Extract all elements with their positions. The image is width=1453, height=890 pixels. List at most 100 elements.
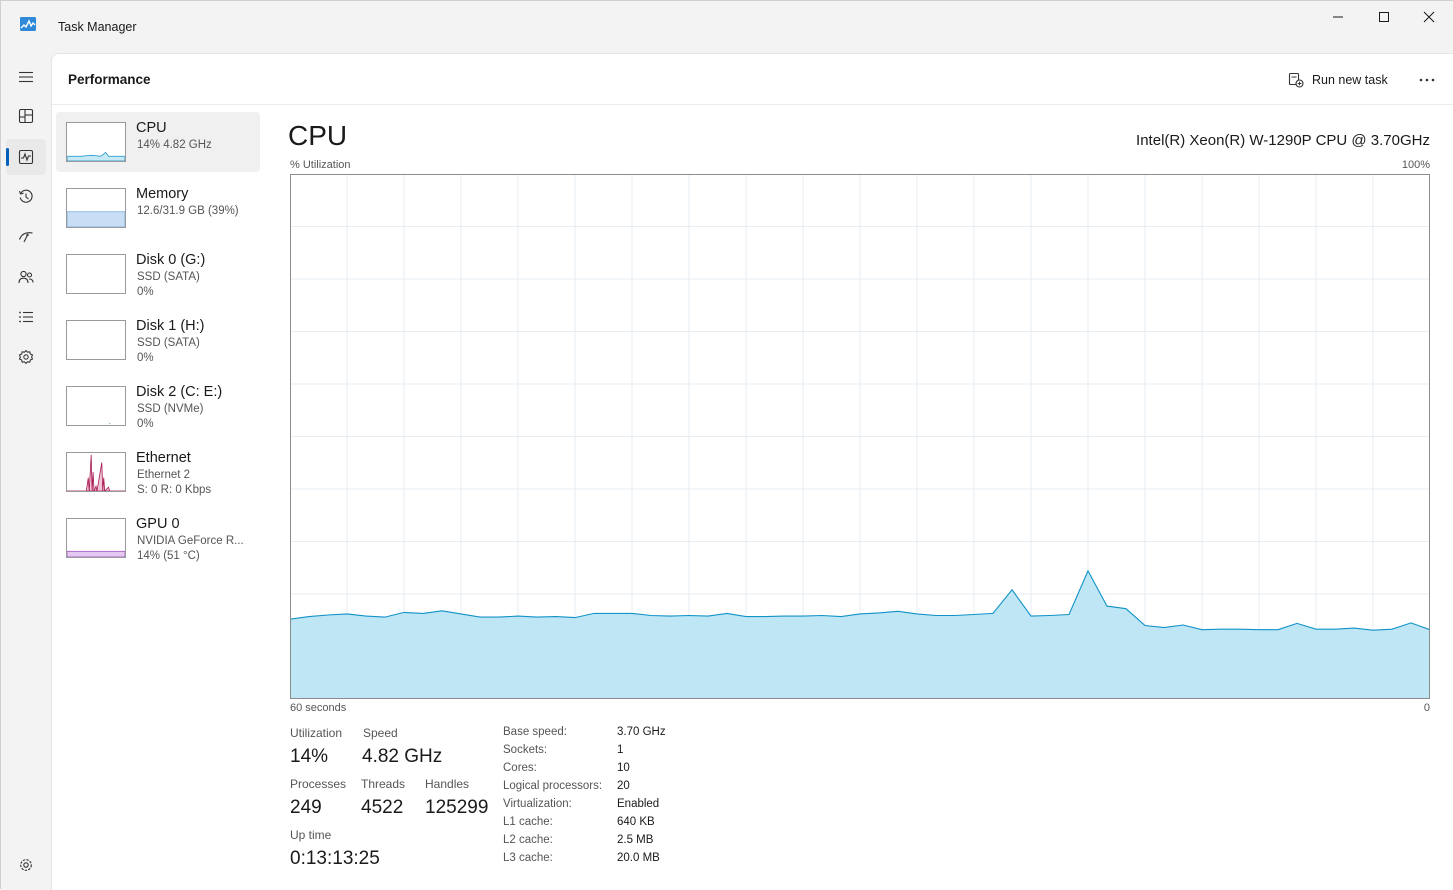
spec-virtualization-label: Virtualization:	[503, 798, 572, 810]
maximize-button[interactable]	[1361, 1, 1407, 33]
spec-l3-cache-label: L3 cache:	[503, 852, 553, 864]
device-item-memory[interactable]: Memory 12.6/31.9 GB (39%)	[56, 178, 260, 238]
page-title: Performance	[68, 72, 151, 87]
hamburger-menu-button[interactable]	[6, 59, 46, 95]
nav-processes[interactable]	[6, 98, 46, 134]
spec-l2-cache-value: 2.5 MB	[617, 834, 654, 846]
maximize-icon	[1379, 12, 1389, 22]
startup-apps-icon	[18, 232, 33, 243]
settings-icon	[20, 859, 32, 871]
run-new-task-icon	[1288, 72, 1304, 88]
cpu-thumbnail-graph	[66, 122, 126, 162]
active-nav-indicator	[6, 148, 9, 166]
header-divider	[52, 104, 1453, 105]
processes-value: 249	[290, 797, 322, 818]
nav-users[interactable]	[6, 259, 46, 295]
uptime-value: 0:13:13:25	[290, 848, 380, 869]
device-detail: 12.6/31.9 GB (39%)	[137, 205, 239, 217]
handles-label: Handles	[425, 777, 470, 791]
device-usage: 0%	[137, 352, 154, 364]
device-name: Disk 2 (C: E:)	[136, 384, 223, 400]
device-name: Memory	[136, 186, 189, 202]
navigation-pane	[1, 53, 51, 890]
speed-value: 4.82 GHz	[362, 746, 443, 767]
graph-y-max-label: 100%	[1401, 159, 1430, 171]
nav-details[interactable]	[6, 299, 46, 335]
device-item-disk-1[interactable]: Disk 1 (H:) SSD (SATA) 0%	[56, 310, 260, 370]
cpu-utilization-line	[290, 569, 1430, 631]
graph-x-right-label: 0	[1423, 702, 1430, 714]
spec-logical-processors-label: Logical processors:	[503, 780, 603, 792]
processes-label: Processes	[290, 777, 347, 791]
spec-sockets-label: Sockets:	[503, 744, 548, 756]
hamburger-icon	[19, 71, 33, 83]
device-item-gpu-0[interactable]: GPU 0 NVIDIA GeForce R... 14% (51 °C)	[56, 508, 260, 568]
graph-y-label: % Utilization	[290, 159, 351, 171]
utilization-value: 14%	[290, 746, 329, 767]
nav-services[interactable]	[6, 339, 46, 375]
spec-virtualization-value: Enabled	[617, 798, 660, 810]
spec-cores-label: Cores:	[503, 762, 537, 774]
gpu-model: NVIDIA GeForce R...	[137, 535, 244, 547]
app-history-icon	[18, 189, 33, 203]
task-manager-app-icon	[20, 17, 36, 31]
spec-l2-cache-label: L2 cache:	[503, 834, 553, 846]
device-name: Disk 0 (G:)	[136, 252, 206, 268]
device-name: CPU	[136, 120, 167, 136]
device-item-disk-0[interactable]: Disk 0 (G:) SSD (SATA) 0%	[56, 244, 260, 304]
device-detail: 14% 4.82 GHz	[137, 139, 212, 151]
memory-thumbnail-graph	[66, 188, 126, 228]
device-type: SSD (NVMe)	[137, 403, 204, 415]
spec-base-speed-value: 3.70 GHz	[617, 726, 666, 738]
device-type: SSD (SATA)	[137, 271, 200, 283]
close-icon	[1423, 11, 1435, 23]
device-usage: 0%	[137, 286, 154, 298]
handles-value: 125299	[425, 797, 489, 818]
processes-icon	[18, 108, 34, 124]
disk-2-thumbnail-graph	[66, 386, 126, 426]
users-icon	[18, 270, 34, 284]
run-new-task-label: Run new task	[1312, 73, 1388, 87]
nav-performance[interactable]	[6, 139, 46, 175]
more-options-button[interactable]	[1412, 68, 1442, 92]
graph-border	[290, 174, 1430, 699]
device-type: SSD (SATA)	[137, 337, 200, 349]
device-name: GPU 0	[136, 516, 180, 532]
threads-label: Threads	[361, 777, 406, 791]
disk-0-thumbnail-graph	[66, 254, 126, 294]
utilization-label: Utilization	[290, 726, 343, 740]
run-new-task-button[interactable]: Run new task	[1288, 68, 1388, 92]
more-options-icon	[1419, 78, 1435, 82]
device-item-disk-2[interactable]: Disk 2 (C: E:) SSD (NVMe) 0%	[56, 376, 260, 436]
performance-icon	[18, 149, 34, 165]
details-icon	[19, 311, 33, 323]
gpu-usage: 14% (51 °C)	[137, 550, 200, 562]
nav-settings[interactable]	[6, 847, 46, 883]
minimize-button[interactable]	[1315, 1, 1361, 33]
spec-l3-cache-value: 20.0 MB	[617, 852, 660, 864]
window-title: Task Manager	[58, 20, 137, 34]
spec-base-speed-label: Base speed:	[503, 726, 567, 738]
spec-logical-processors-value: 20	[617, 780, 630, 792]
spec-cores-value: 10	[617, 762, 630, 774]
cpu-utilization-graph	[290, 174, 1430, 699]
close-button[interactable]	[1406, 1, 1452, 33]
minimize-icon	[1333, 16, 1343, 18]
gpu-thumbnail-graph	[66, 518, 126, 558]
uptime-label: Up time	[290, 828, 332, 842]
device-item-ethernet[interactable]: Ethernet Ethernet 2 S: 0 R: 0 Kbps	[56, 442, 260, 502]
cpu-model-name: Intel(R) Xeon(R) W-1290P CPU @ 3.70GHz	[1136, 132, 1430, 149]
title-bar[interactable]: Task Manager	[1, 1, 1453, 53]
adapter-name: Ethernet 2	[137, 469, 191, 481]
graph-x-left-label: 60 seconds	[290, 702, 347, 714]
nav-app-history[interactable]	[6, 179, 46, 215]
ethernet-thumbnail-graph	[66, 452, 126, 492]
device-item-cpu[interactable]: CPU 14% 4.82 GHz	[56, 112, 260, 172]
services-icon	[18, 349, 34, 365]
performance-page: Performance Run new task CPU 14% 4.82 GH…	[51, 53, 1453, 890]
nav-startup-apps[interactable]	[6, 219, 46, 255]
device-list: CPU 14% 4.82 GHz Memory 12.6/31.9 GB (39…	[56, 112, 260, 574]
device-usage: 0%	[137, 418, 154, 430]
speed-label: Speed	[363, 726, 398, 740]
